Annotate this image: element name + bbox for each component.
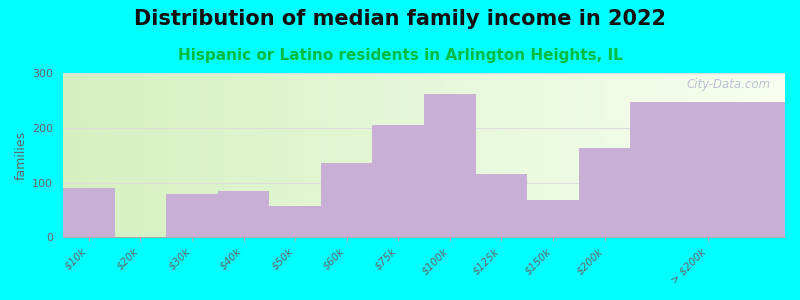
Bar [527,200,578,237]
Bar [321,164,373,237]
Bar [63,188,114,237]
Bar [475,174,527,237]
Bar [630,101,785,237]
Text: Distribution of median family income in 2022: Distribution of median family income in … [134,9,666,29]
Text: Hispanic or Latino residents in Arlington Heights, IL: Hispanic or Latino residents in Arlingto… [178,48,622,63]
Bar [373,125,424,237]
Bar [166,194,218,237]
Text: City-Data.com: City-Data.com [686,78,770,91]
Bar [424,94,475,237]
Y-axis label: families: families [15,131,28,180]
Bar [578,148,630,237]
Bar [270,206,321,237]
Bar [218,191,270,237]
